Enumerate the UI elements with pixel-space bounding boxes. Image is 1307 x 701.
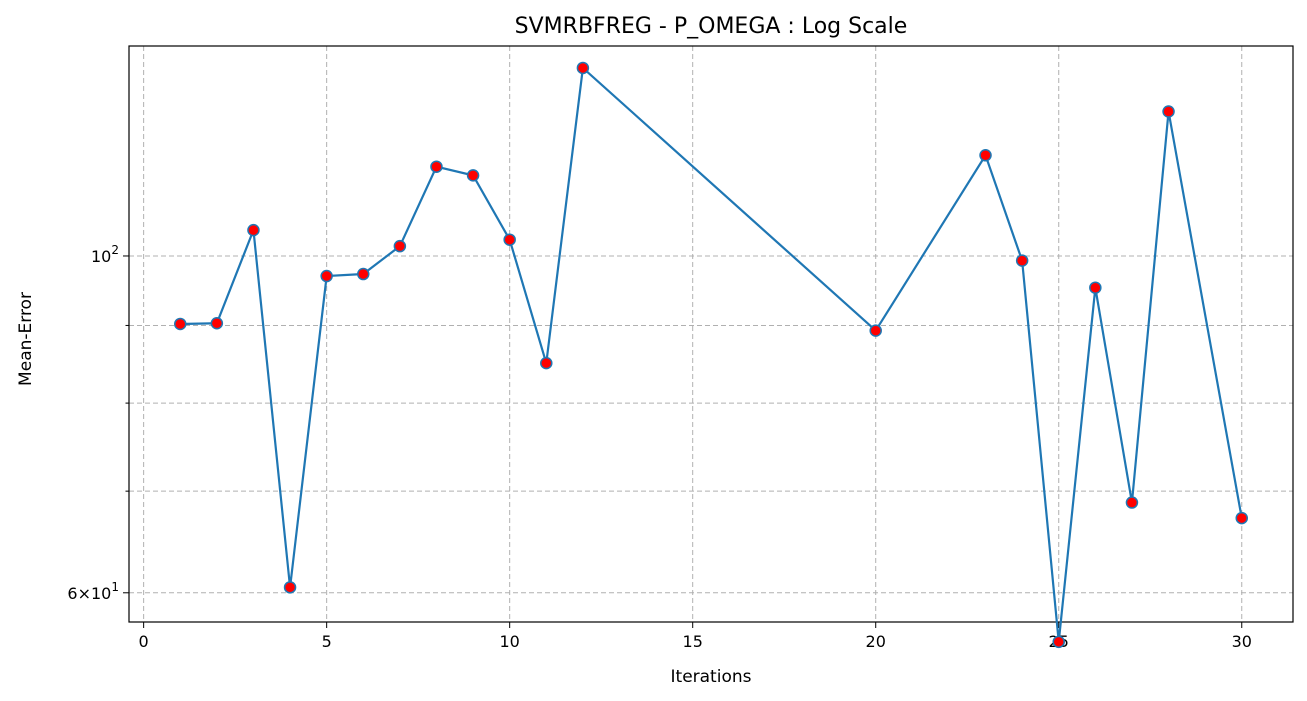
data-point <box>210 317 224 330</box>
x-tick-label: 5 <box>322 632 332 651</box>
chart-title: SVMRBFREG - P_OMEGA : Log Scale <box>515 14 908 39</box>
data-point <box>1125 496 1139 509</box>
data-point <box>869 324 882 337</box>
data-point <box>1052 635 1065 649</box>
data-point <box>283 581 297 594</box>
x-tick-label: 15 <box>683 632 703 651</box>
y-tick-label: 102 <box>91 243 119 266</box>
data-point <box>320 269 333 283</box>
x-tick-label: 0 <box>139 632 149 651</box>
data-point <box>393 239 407 253</box>
grid-layer <box>129 46 1293 622</box>
series-layer <box>173 61 1249 649</box>
data-point <box>430 160 443 173</box>
x-tick-label: 20 <box>866 632 886 651</box>
data-point <box>1015 254 1029 267</box>
plot-frame <box>128 45 1294 623</box>
data-point <box>1235 511 1249 525</box>
data-point <box>576 61 590 75</box>
data-point <box>173 317 187 331</box>
data-point <box>540 356 553 370</box>
series-line <box>180 65 1243 642</box>
data-point <box>466 169 480 182</box>
y-tick-label: 6×101 <box>67 580 119 603</box>
data-point <box>1089 281 1102 294</box>
data-point <box>357 267 370 281</box>
data-point <box>247 223 260 237</box>
y-axis-label: Mean-Error <box>16 292 36 386</box>
data-point <box>503 233 516 246</box>
x-tick-label: 30 <box>1232 632 1252 651</box>
data-point <box>1162 105 1175 118</box>
x-tick-label: 10 <box>499 632 519 651</box>
data-point <box>979 149 992 162</box>
x-axis-label: Iterations <box>671 667 752 687</box>
